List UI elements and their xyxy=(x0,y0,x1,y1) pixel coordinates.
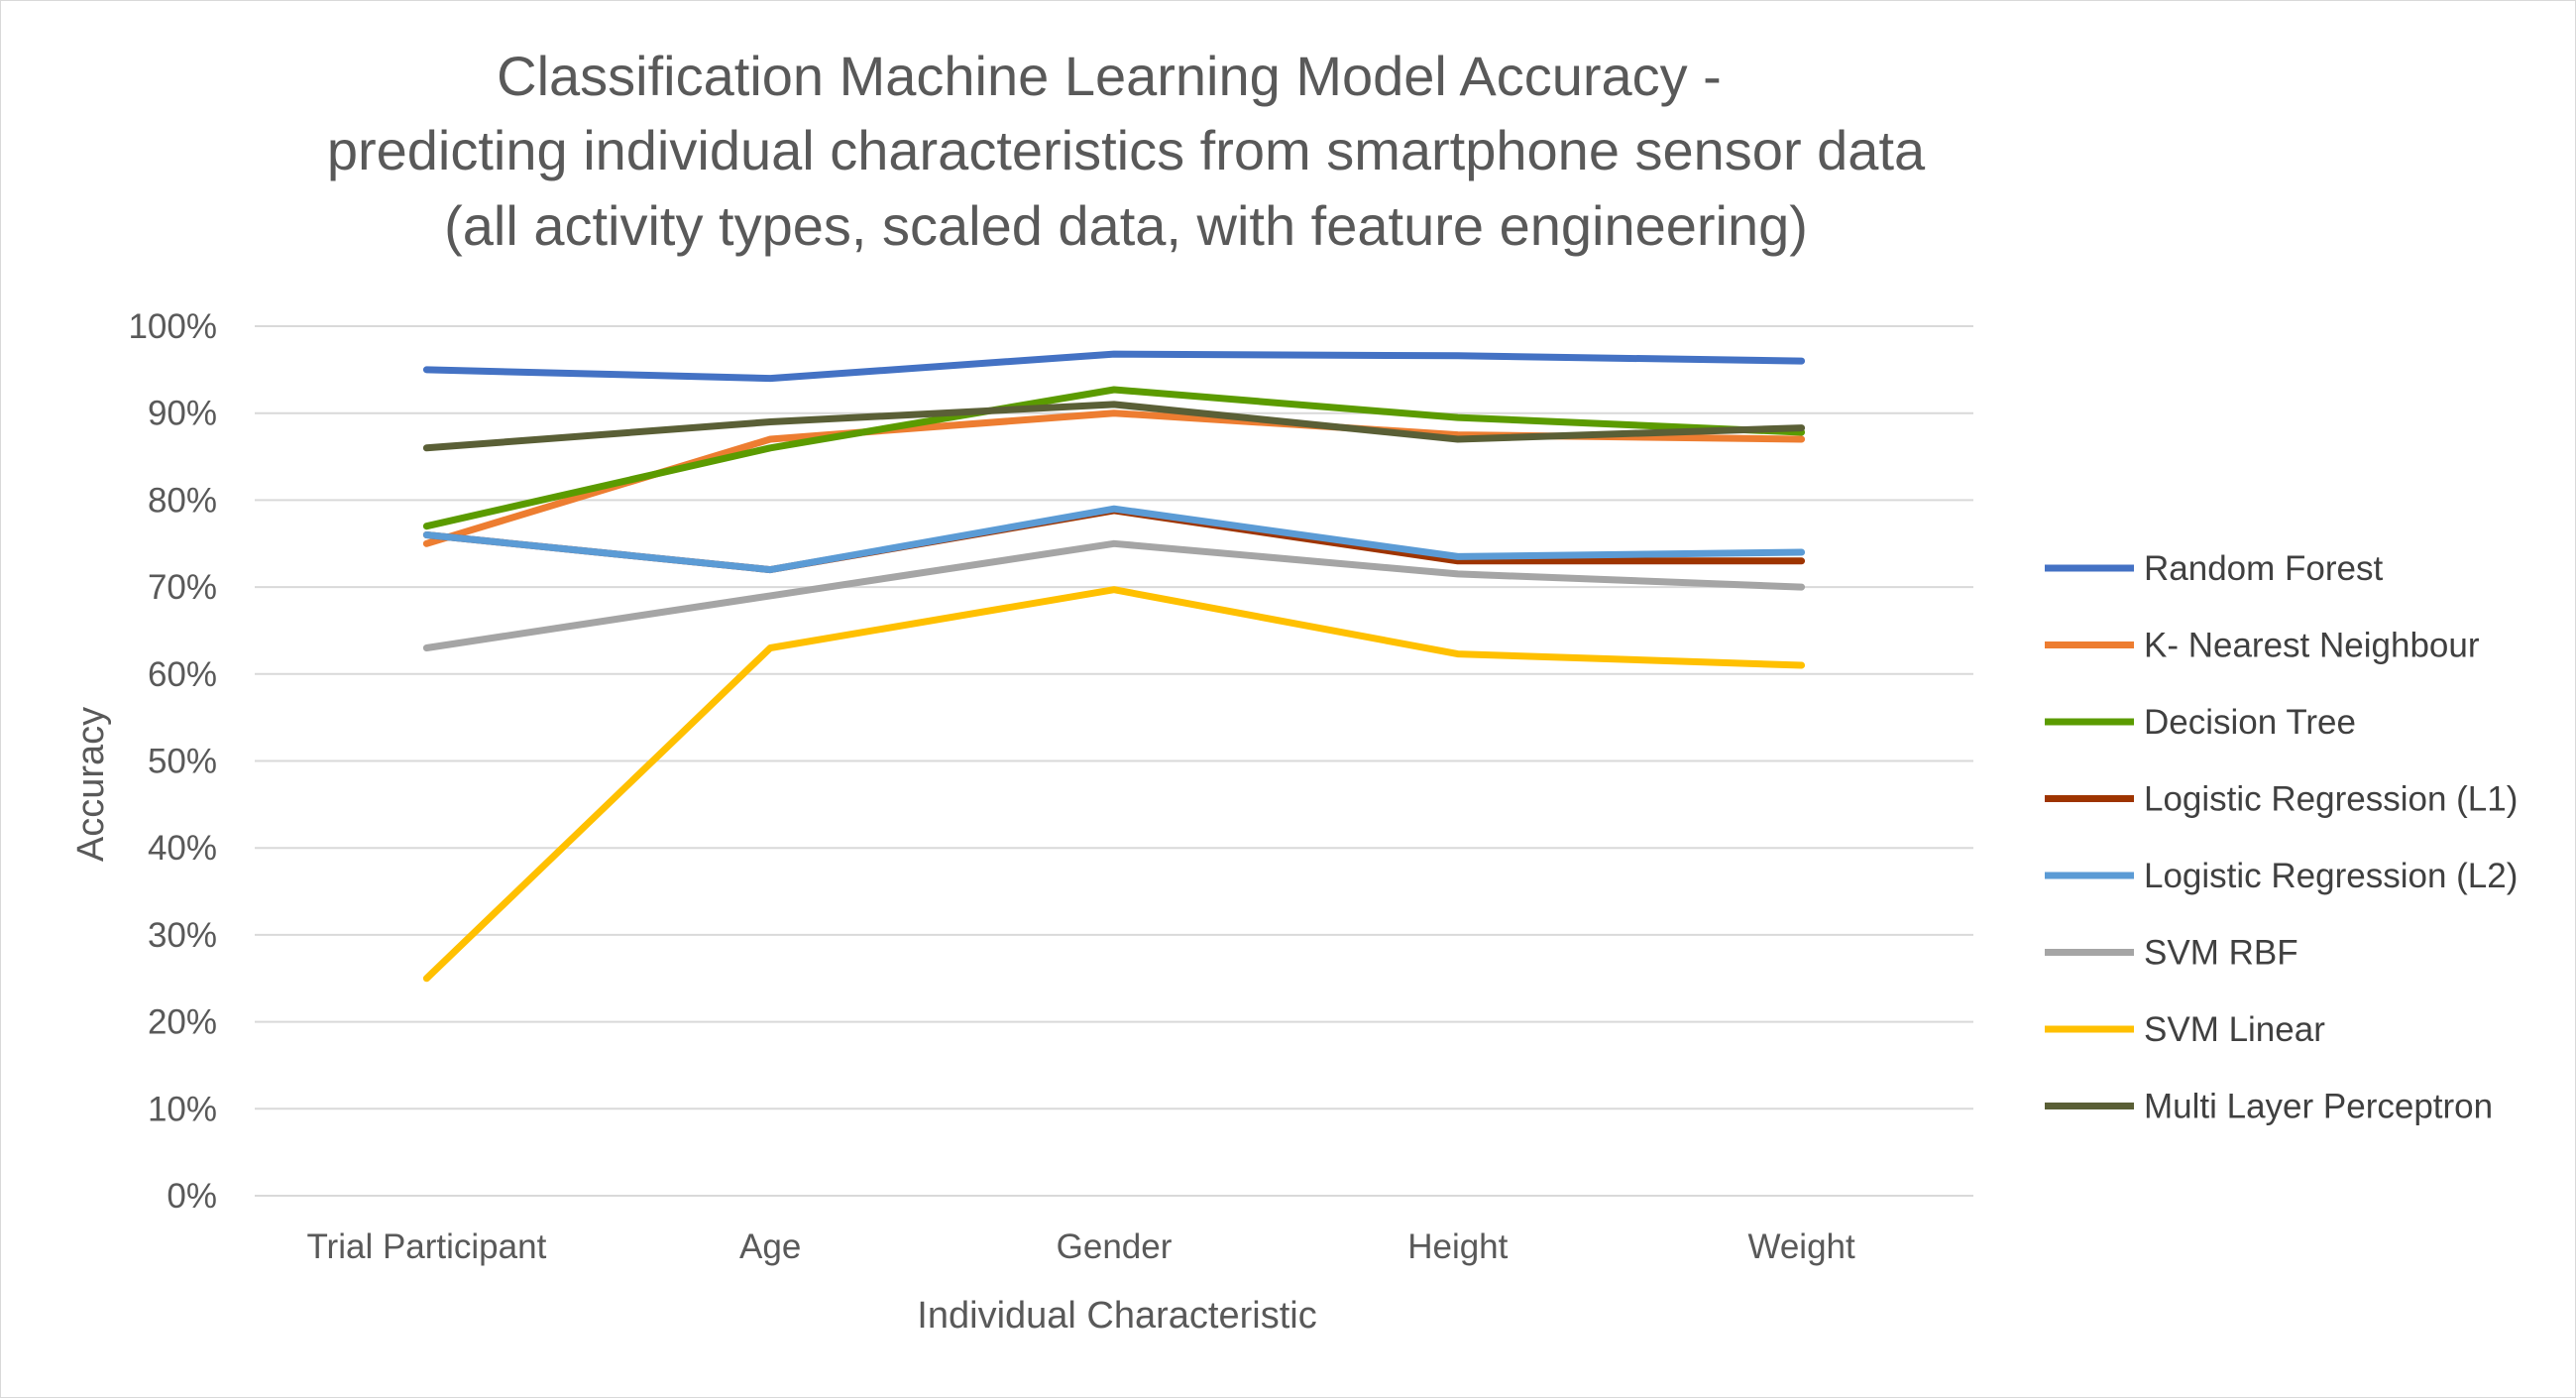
legend-label: SVM RBF xyxy=(2144,934,2298,973)
y-tick-label: 40% xyxy=(148,829,217,868)
series-line xyxy=(422,505,1806,574)
x-tick-label: Height xyxy=(1407,1227,1508,1266)
legend-item: SVM RBF xyxy=(2045,934,2298,973)
x-tick-label: Age xyxy=(739,1227,801,1266)
y-tick-label: 10% xyxy=(148,1090,217,1128)
legend-label: Decision Tree xyxy=(2144,703,2356,742)
series-line xyxy=(422,507,1806,574)
y-tick-label: 90% xyxy=(148,395,217,433)
legend-item: Decision Tree xyxy=(2045,703,2356,742)
legend-item: SVM Linear xyxy=(2045,1010,2325,1049)
x-tick-label: Gender xyxy=(1057,1227,1173,1266)
legend-label: Logistic Regression (L1) xyxy=(2144,780,2518,819)
legend-item: Logistic Regression (L1) xyxy=(2045,780,2518,819)
y-tick-label: 80% xyxy=(148,481,217,520)
y-tick-label: 0% xyxy=(167,1177,217,1216)
y-tick-label: 30% xyxy=(148,916,217,955)
legend-item: K- Nearest Neighbour xyxy=(2045,627,2480,665)
series-line xyxy=(422,350,1806,383)
chart-title-line-2: predicting individual characteristics fr… xyxy=(327,119,1926,181)
legend-item: Random Forest xyxy=(2045,549,2383,588)
chart-title-line-3: (all activity types, scaled data, with f… xyxy=(444,194,1808,257)
series-line xyxy=(422,401,1806,452)
x-axis-title: Individual Characteristic xyxy=(917,1295,1316,1337)
x-axis-ticks: Trial Participant Age Gender Height Weight xyxy=(306,1227,1855,1266)
x-tick-label: Trial Participant xyxy=(306,1227,546,1266)
series-line xyxy=(422,586,1806,983)
legend-label: Random Forest xyxy=(2144,549,2383,588)
y-tick-label: 70% xyxy=(148,568,217,607)
series-lines xyxy=(422,350,1806,983)
y-axis-title: Accuracy xyxy=(70,707,112,862)
y-tick-label: 50% xyxy=(148,743,217,781)
y-axis-ticks: 0% 10% 20% 30% 40% 50% 60% 70% 80% 90% 100% xyxy=(128,307,217,1216)
y-tick-label: 20% xyxy=(148,1003,217,1042)
legend-item: Logistic Regression (L2) xyxy=(2045,857,2518,895)
legend-label: Multi Layer Perceptron xyxy=(2144,1088,2493,1126)
y-tick-label: 100% xyxy=(128,307,217,346)
series-line xyxy=(422,386,1806,530)
legend-label: SVM Linear xyxy=(2144,1010,2325,1049)
y-tick-label: 60% xyxy=(148,655,217,694)
legend: Random Forest K- Nearest Neighbour Decisio… xyxy=(2045,549,2518,1126)
legend-label: K- Nearest Neighbour xyxy=(2144,627,2480,665)
series-line xyxy=(422,539,1806,651)
gridlines xyxy=(255,325,1973,1197)
x-tick-label: Weight xyxy=(1747,1227,1855,1266)
legend-label: Logistic Regression (L2) xyxy=(2144,857,2518,895)
legend-item: Multi Layer Perceptron xyxy=(2045,1088,2493,1126)
chart-title: Classification Machine Learning Model Ac… xyxy=(327,45,1926,257)
chart-title-line-1: Classification Machine Learning Model Ac… xyxy=(497,45,1722,107)
